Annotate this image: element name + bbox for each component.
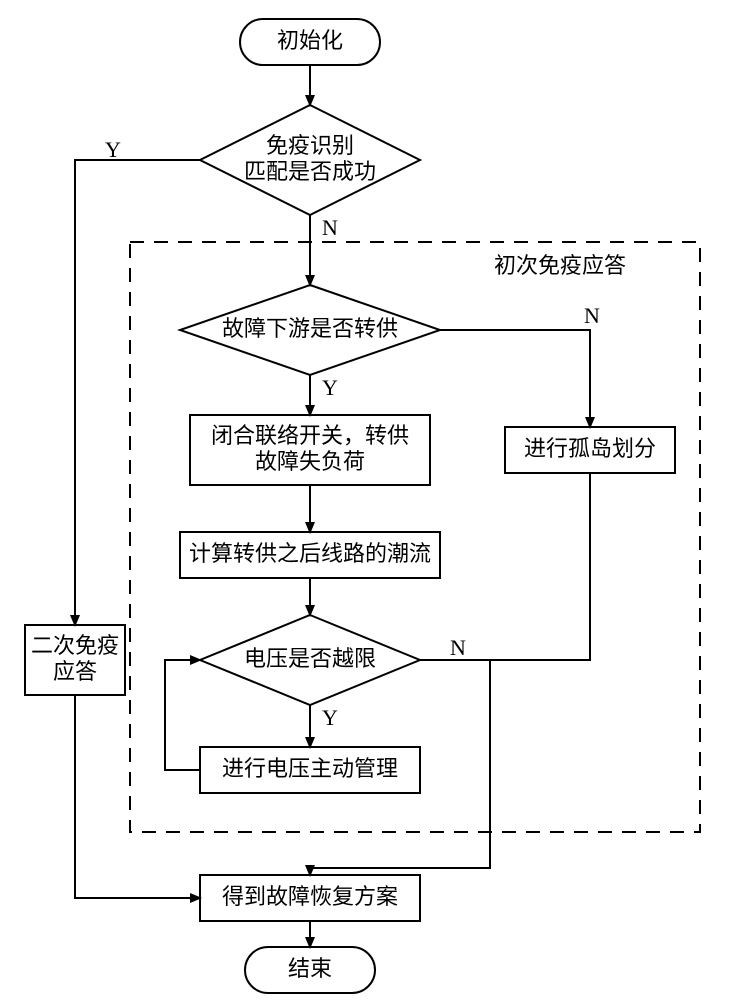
svg-text:得到故障恢复方案: 得到故障恢复方案 xyxy=(222,884,398,909)
svg-text:故障下游是否转供: 故障下游是否转供 xyxy=(222,316,398,341)
svg-text:二次免疫: 二次免疫 xyxy=(31,633,119,658)
svg-text:匹配是否成功: 匹配是否成功 xyxy=(244,159,376,184)
label-d2_N: N xyxy=(584,303,600,328)
svg-text:闭合联络开关，转供: 闭合联络开关，转供 xyxy=(211,423,409,448)
svg-text:进行孤岛划分: 进行孤岛划分 xyxy=(524,436,656,461)
label-d3_Y: Y xyxy=(322,705,338,730)
label-d2_Y: Y xyxy=(322,375,338,400)
label-d3_N: N xyxy=(450,635,466,660)
label-d1_Y: Y xyxy=(105,137,121,162)
svg-text:结束: 结束 xyxy=(288,956,332,981)
svg-text:初始化: 初始化 xyxy=(277,28,343,53)
svg-text:免疫识别: 免疫识别 xyxy=(266,133,354,158)
label-d1_N: N xyxy=(322,215,338,240)
primary-response-label: 初次免疫应答 xyxy=(494,253,626,278)
svg-text:应答: 应答 xyxy=(53,659,97,684)
svg-text:进行电压主动管理: 进行电压主动管理 xyxy=(222,756,398,781)
svg-text:计算转供之后线路的潮流: 计算转供之后线路的潮流 xyxy=(189,541,431,566)
svg-text:电压是否越限: 电压是否越限 xyxy=(244,646,376,671)
svg-text:故障失负荷: 故障失负荷 xyxy=(255,449,365,474)
